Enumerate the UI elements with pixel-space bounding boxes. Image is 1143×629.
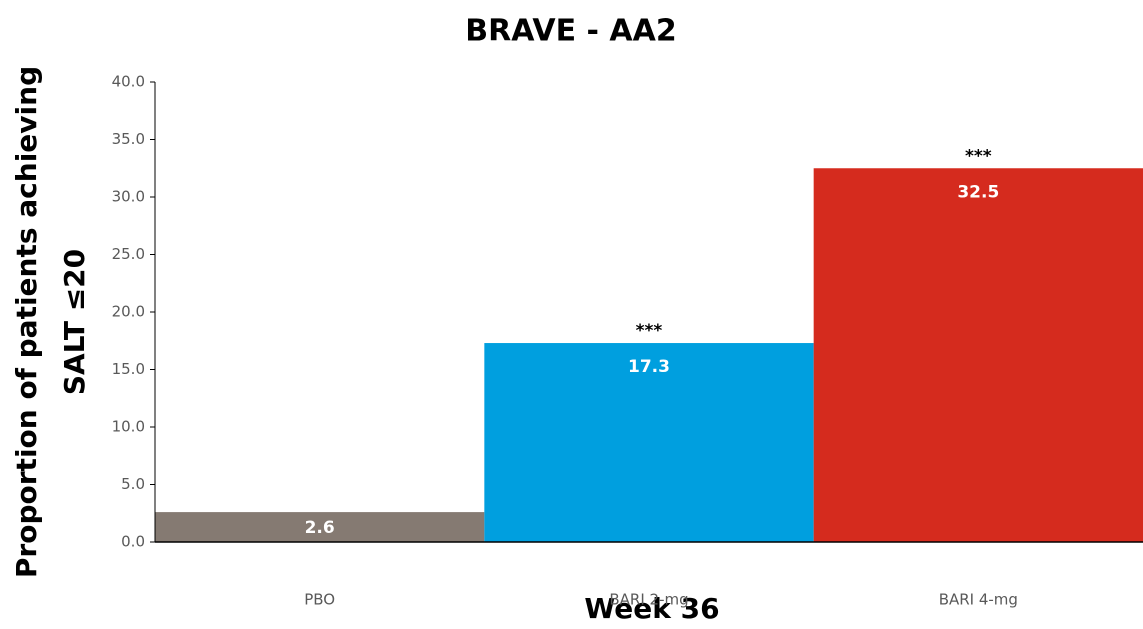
y-tick-label: 30.0 bbox=[112, 188, 145, 206]
y-axis-title: SALT ≤20 bbox=[58, 249, 91, 395]
x-tick-label: BARI 4-mg bbox=[939, 591, 1018, 609]
annotation: *** bbox=[965, 146, 992, 166]
x-tick-label: PBO bbox=[304, 591, 335, 609]
x-tick-label: BARI 2-mg bbox=[609, 591, 688, 609]
y-axis-title: Proportion of patients achieving bbox=[10, 66, 43, 578]
annotation: *** bbox=[636, 321, 663, 341]
y-tick-label: 25.0 bbox=[112, 245, 145, 263]
y-tick-label: 20.0 bbox=[112, 303, 145, 321]
chart-title: BRAVE - AA2 bbox=[465, 14, 677, 49]
y-tick-label: 15.0 bbox=[112, 360, 145, 378]
y-tick-label: 0.0 bbox=[121, 533, 145, 551]
y-tick-label: 10.0 bbox=[112, 418, 145, 436]
data-label: 2.6 bbox=[305, 518, 335, 538]
y-tick-label: 35.0 bbox=[112, 130, 145, 148]
bar bbox=[155, 512, 485, 542]
y-tick-label: 5.0 bbox=[121, 475, 145, 493]
x-axis-title: Week 36 bbox=[584, 592, 719, 625]
bar bbox=[813, 168, 1143, 542]
data-label: 17.3 bbox=[628, 357, 670, 377]
bar bbox=[484, 343, 814, 542]
y-tick-label: 40.0 bbox=[112, 73, 145, 91]
data-label: 32.5 bbox=[957, 182, 999, 202]
